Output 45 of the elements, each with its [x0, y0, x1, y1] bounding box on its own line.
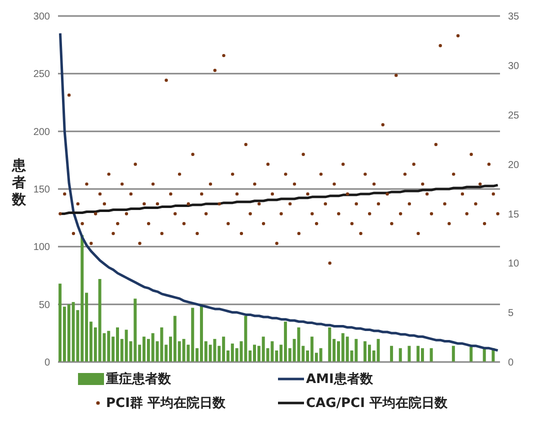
y2-tick-label: 35 [508, 12, 520, 23]
y-tick-label: 50 [38, 300, 50, 311]
bar [160, 327, 164, 362]
y-tick-label: 150 [33, 184, 50, 196]
bar [430, 348, 433, 362]
bar [182, 338, 186, 362]
y-tick-label: 0 [44, 358, 50, 369]
legend-label: PCI群 平均在院日数 [106, 394, 226, 412]
y2-tick-label: 0 [508, 358, 514, 369]
y-tick-label: 300 [33, 12, 50, 23]
line-series [58, 184, 500, 215]
y2-tick-label: 20 [508, 160, 520, 171]
y2-tick-label: 25 [508, 110, 520, 122]
y-tick-label: 250 [33, 69, 50, 80]
y-axis-title: 患者数 [12, 158, 27, 209]
bar [319, 348, 322, 362]
bar [376, 338, 380, 362]
legend-label: CAG/PCI 平均在院日数 [306, 394, 448, 412]
line-series [58, 32, 500, 352]
bar [98, 278, 102, 362]
y-tick-label: 200 [33, 126, 50, 138]
bar [470, 347, 473, 362]
legend-label: 重症患者数 [106, 370, 171, 388]
bar [398, 348, 402, 362]
bar [58, 284, 62, 362]
bar [364, 341, 367, 362]
y2-tick-label: 5 [508, 308, 514, 320]
y-tick-label: 100 [33, 242, 50, 254]
bar [297, 327, 300, 362]
bar [420, 348, 424, 362]
legend-label: AMI患者数 [306, 371, 373, 388]
bar [134, 298, 137, 362]
bar [416, 346, 420, 362]
bar [390, 346, 394, 362]
bar [354, 338, 358, 362]
bar [452, 346, 455, 362]
y2-tick-label: 30 [508, 60, 520, 72]
bar [244, 316, 248, 362]
y2-tick-label: 15 [508, 209, 520, 220]
bar [408, 346, 411, 362]
bar [72, 302, 75, 362]
bar [270, 341, 274, 362]
bar [328, 327, 332, 362]
bar [213, 338, 216, 362]
y2-tick-label: 10 [508, 258, 520, 270]
